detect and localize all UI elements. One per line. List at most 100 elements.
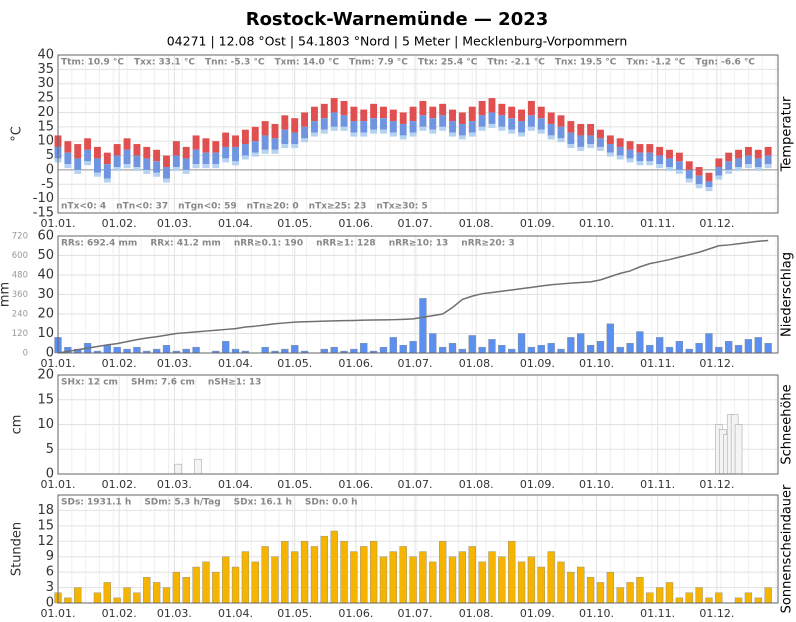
bar	[133, 592, 141, 604]
tmin-mark	[360, 132, 368, 137]
tmean-bar	[399, 123, 407, 136]
bar	[488, 551, 496, 604]
x-tick-label: 01.06.	[338, 217, 373, 230]
tmean-bar	[458, 123, 466, 136]
stat-annotation: RRs: 692.4 mm	[61, 239, 137, 249]
x-tick-label: 01.02.	[102, 217, 137, 230]
tmax-bar	[232, 135, 239, 147]
tmax-bar	[261, 121, 269, 136]
tmin-mark	[370, 129, 378, 134]
stat-annotation: nTgn<0: 59	[178, 202, 236, 212]
tmax-bar	[695, 167, 703, 176]
tmin-mark	[202, 164, 210, 169]
bar	[281, 348, 289, 354]
bar	[734, 597, 743, 604]
bar	[399, 546, 407, 604]
tmean-bar	[202, 152, 210, 165]
tmean-bar	[380, 118, 387, 130]
x-tick-label: 01.01.	[41, 478, 76, 491]
bar	[715, 592, 723, 604]
tmin-mark	[389, 132, 397, 137]
y-tick-label: 15	[37, 392, 54, 407]
tmax-bar	[537, 106, 545, 119]
x-tick-label: 01.04.	[218, 357, 253, 370]
tmin-mark	[232, 161, 239, 166]
x-tick-label: 01.10.	[579, 607, 614, 620]
tmax-bar	[133, 144, 141, 156]
stat-annotation: Tgn: -6.6 °C	[695, 58, 755, 68]
tmean-bar	[675, 161, 683, 170]
tmin-mark	[587, 144, 595, 149]
tmean-bar	[725, 161, 733, 170]
tmax-bar	[212, 141, 220, 153]
tmax-bar	[320, 103, 328, 119]
x-tick-label: 01.09.	[520, 607, 555, 620]
tmin-mark	[577, 146, 585, 151]
plot-frame	[57, 494, 779, 604]
bar	[577, 566, 585, 604]
y-tick-label: -15	[33, 206, 54, 221]
y-tick-label: 0	[46, 467, 54, 482]
tmean-bar	[113, 155, 121, 168]
tmin-mark	[666, 167, 673, 172]
bar	[261, 346, 269, 354]
y-tick-label: 12	[37, 534, 54, 549]
x-tick-label: 01.12.	[699, 607, 734, 620]
stat-annotation: nTx<0: 4	[61, 202, 106, 212]
tmean-bar	[182, 158, 190, 170]
bar	[251, 561, 259, 604]
bar	[616, 346, 624, 354]
tmean-bar	[606, 144, 614, 153]
bar	[123, 348, 131, 354]
stat-annotation: nTn≥20: 0	[247, 202, 299, 212]
tmin-mark	[597, 146, 604, 151]
bar	[194, 458, 202, 475]
tmax-bar	[143, 146, 151, 159]
stat-annotation: nTx≥25: 23	[309, 202, 367, 212]
tmax-bar	[409, 106, 417, 122]
y2-tick-label: 240	[12, 310, 28, 320]
y-tick-label: 0	[46, 596, 54, 611]
tmin-mark	[320, 129, 328, 134]
tmax-bar	[350, 106, 358, 122]
tmin-mark	[705, 187, 713, 192]
bar	[646, 345, 654, 354]
x-tick-label: 01.11.	[640, 217, 675, 230]
tmin-mark	[626, 158, 634, 163]
tmax-bar	[597, 129, 604, 139]
side-label: Niederschlag	[780, 252, 795, 337]
bar	[162, 345, 171, 354]
tmean-bar	[251, 141, 259, 153]
tmax-bar	[606, 135, 614, 145]
bar	[113, 597, 121, 604]
tmin-mark	[656, 164, 664, 169]
plot-frame	[57, 374, 779, 475]
tmin-mark	[675, 169, 683, 174]
x-tick-label: 01.05.	[277, 478, 312, 491]
stat-annotation: nRR≥20: 3	[461, 239, 514, 249]
bar	[271, 556, 279, 604]
tmin-mark	[163, 178, 170, 183]
tmean-bar	[567, 132, 575, 145]
bar	[143, 577, 151, 604]
tmean-bar	[271, 138, 279, 150]
stat-annotation: nRR≥0.1: 190	[234, 239, 303, 249]
tmean-bar	[715, 167, 723, 176]
tmax-bar	[567, 121, 575, 133]
stat-annotation: SDx: 16.1 h	[234, 498, 292, 508]
tmin-mark	[74, 169, 82, 174]
tmin-mark	[212, 164, 220, 169]
bar	[103, 345, 111, 354]
tmax-bar	[103, 152, 111, 165]
bar	[291, 345, 299, 354]
bar	[202, 561, 210, 604]
y2-tick-label: 600	[12, 251, 28, 261]
bar	[695, 587, 703, 604]
tmean-bar	[163, 167, 170, 179]
cumulative-line	[57, 239, 769, 354]
bar	[350, 348, 358, 354]
bar	[360, 546, 368, 604]
tmin-mark	[153, 172, 161, 177]
tmax-bar	[419, 100, 427, 116]
